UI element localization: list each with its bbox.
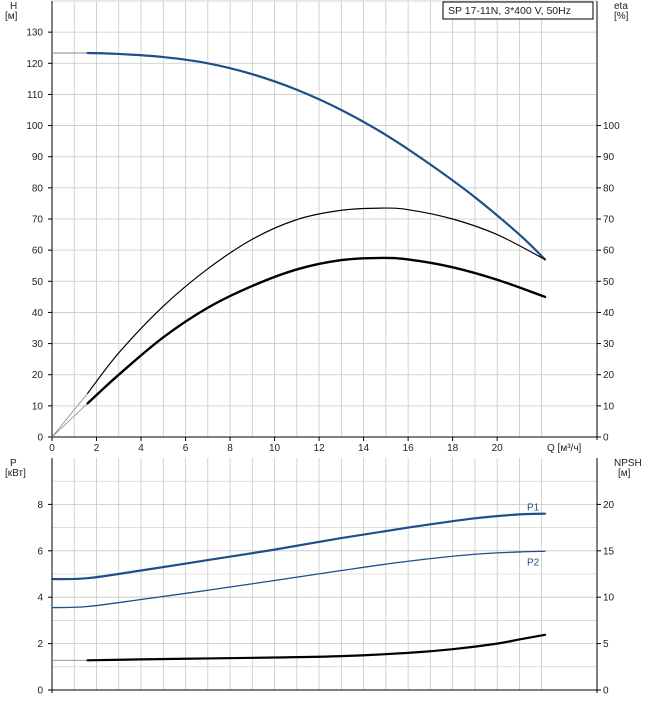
bottom-right-axis-title: NPSH <box>614 458 642 469</box>
x-tick-label: 12 <box>314 443 326 454</box>
x-tick-label: 10 <box>269 443 281 454</box>
top-left-tick-label: 80 <box>32 183 44 194</box>
bottom-right-tick-label: 15 <box>603 546 615 557</box>
p2-label: P2 <box>527 557 540 568</box>
x-tick-label: 8 <box>227 443 233 454</box>
top-right-tick-label: 40 <box>603 308 615 319</box>
bottom-left-tick-label: 4 <box>37 593 43 604</box>
top-right-tick-label: 80 <box>603 183 615 194</box>
bottom-left-tick-label: 0 <box>37 686 43 697</box>
x-tick-label: 18 <box>447 443 459 454</box>
top-left-tick-label: 0 <box>37 433 43 444</box>
bottom-left-axis-unit: [кВт] <box>5 468 26 479</box>
top-left-tick-label: 10 <box>32 401 44 412</box>
eta-total-line <box>87 207 546 394</box>
bottom-panel: 0 2 4 6 8 0 5 10 15 20 P[кВт] NPSH[м] P1 P2 <box>5 458 642 697</box>
x-tick-label: 6 <box>183 443 189 454</box>
x-tick-label: 4 <box>138 443 144 454</box>
legend-frame <box>442 1 594 20</box>
top-right-axis-title: eta <box>614 1 628 12</box>
bottom-right-axis-unit: [м] <box>618 468 631 479</box>
p2-line <box>51 550 546 609</box>
x-tick-label: 16 <box>403 443 415 454</box>
top-left-tick-label: 60 <box>32 246 44 257</box>
bottom-left-axis-title: P <box>10 458 17 469</box>
top-panel: 0102030405060708090100110120130010203040… <box>5 0 629 454</box>
top-left-axis-title: H <box>10 1 17 12</box>
bottom-left-tick-label: 6 <box>37 546 43 557</box>
top-right-tick-label: 30 <box>603 339 615 350</box>
top-left-tick-label: 90 <box>32 152 44 163</box>
bottom-right-tick-label: 10 <box>603 593 615 604</box>
top-right-tick-label: 50 <box>603 277 615 288</box>
top-left-tick-label: 20 <box>32 370 44 381</box>
legend-box: SP 17-11N, 3*400 V, 50Hz <box>442 1 594 20</box>
top-right-axis-unit: [%] <box>614 11 629 22</box>
eta-pump-line <box>86 256 547 405</box>
series-lead-segment <box>51 393 88 438</box>
top-left-axis-unit: [м] <box>5 11 18 22</box>
bottom-right-tick-label: 0 <box>603 686 609 697</box>
bottom-left-tick-label: 2 <box>37 639 43 650</box>
top-left-tick-label: 30 <box>32 339 44 350</box>
x-axis-label: Q [м³/ч] <box>547 443 582 454</box>
top-left-tick-label: 120 <box>26 59 43 70</box>
top-left-tick-label: 50 <box>32 277 44 288</box>
bottom-right-tick-label: 20 <box>603 500 615 511</box>
top-right-tick-label: 70 <box>603 215 615 226</box>
x-tick-label: 14 <box>358 443 370 454</box>
top-right-tick-label: 90 <box>603 152 615 163</box>
top-left-tick-label: 110 <box>27 90 43 101</box>
top-left-tick-label: 100 <box>26 121 43 132</box>
top-left-tick-label: 40 <box>32 308 44 319</box>
bottom-left-tick-label: 8 <box>37 500 43 511</box>
bottom-right-tick-label: 5 <box>603 639 609 650</box>
top-right-tick-label: 10 <box>603 401 615 412</box>
series-lead-line <box>51 403 88 438</box>
top-right-tick-label: 0 <box>603 433 609 444</box>
p1-label: P1 <box>527 503 540 514</box>
top-right-tick-label: 100 <box>603 121 620 132</box>
top-left-tick-label: 130 <box>26 28 43 39</box>
x-tick-label: 20 <box>492 443 504 454</box>
legend-text: SP 17-11N, 3*400 V, 50Hz <box>448 5 571 17</box>
h-line <box>86 51 547 261</box>
p1-line <box>50 512 547 581</box>
x-tick-label: 0 <box>49 443 55 454</box>
top-right-tick-label: 60 <box>603 246 615 257</box>
top-left-tick-label: 70 <box>32 215 44 226</box>
x-tick-label: 2 <box>94 443 100 454</box>
top-right-tick-label: 20 <box>603 370 615 381</box>
npsh-line <box>86 633 547 662</box>
